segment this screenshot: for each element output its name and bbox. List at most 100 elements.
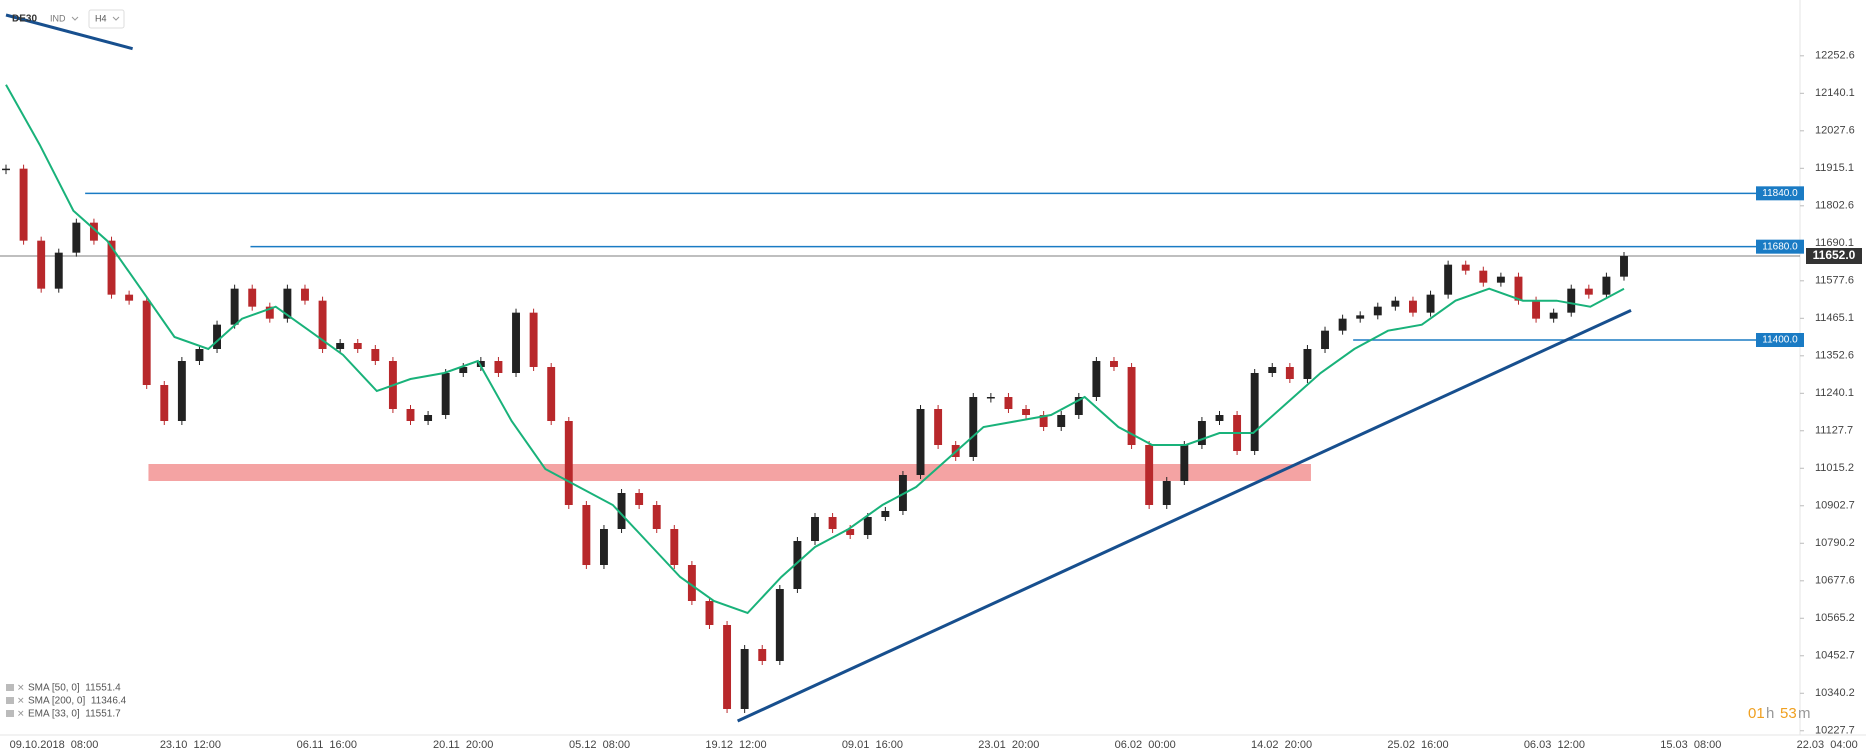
y-tick-label: 11352.6	[1815, 350, 1854, 362]
candle	[441, 373, 450, 415]
y-tick-label: 11240.1	[1815, 387, 1854, 399]
candle	[1426, 294, 1435, 313]
candle	[1127, 367, 1136, 445]
candle	[916, 409, 925, 475]
indicator-icon	[6, 684, 14, 691]
y-tick-label: 10902.7	[1815, 500, 1855, 512]
candle	[1567, 288, 1576, 313]
current-price-label: 11652.0	[1813, 248, 1856, 262]
y-tick-label: 11915.1	[1815, 162, 1854, 174]
candle	[846, 529, 855, 535]
indicator-legend: ✕ SMA [50, 0] 11551.4✕ SMA [200, 0] 11346.…	[6, 682, 127, 720]
candle	[582, 505, 591, 565]
candle	[828, 517, 837, 529]
candle	[1391, 300, 1400, 307]
candle	[1268, 367, 1277, 373]
indicator-remove: ✕	[17, 682, 25, 692]
dropdown-arrow	[112, 16, 120, 21]
candle	[740, 649, 749, 709]
candle	[969, 397, 978, 457]
candle	[705, 601, 714, 625]
support-zone	[148, 464, 1311, 481]
candle	[670, 529, 679, 565]
candle	[37, 240, 46, 289]
candle	[1373, 306, 1382, 316]
y-tick-label: 12140.1	[1815, 87, 1855, 99]
candle	[230, 288, 239, 325]
candle	[336, 343, 345, 349]
candle	[775, 589, 784, 661]
y-tick-label: 12027.6	[1815, 125, 1855, 137]
y-tick-label: 10452.7	[1815, 650, 1855, 662]
x-tick-label: 23.10 12:00	[160, 739, 221, 751]
candle	[1215, 415, 1224, 421]
candle	[283, 288, 292, 319]
x-tick-label: 19.12 12:00	[705, 739, 766, 751]
candle	[142, 300, 151, 385]
candle	[1285, 367, 1294, 379]
candle	[1532, 300, 1541, 319]
candle	[54, 252, 63, 289]
x-tick-label: 09.10.2018 08:00	[10, 739, 99, 751]
candle	[652, 505, 661, 529]
candle	[406, 409, 415, 421]
candle	[635, 493, 644, 505]
x-tick-label: 06.11 16:00	[297, 739, 357, 751]
interval[interactable]: H4	[95, 13, 107, 23]
level-label-box	[1756, 333, 1804, 347]
symbol: DE30	[12, 14, 37, 25]
candle	[1110, 361, 1118, 367]
candle	[1496, 276, 1505, 283]
candle	[72, 222, 81, 253]
candle	[459, 367, 468, 373]
candle	[529, 312, 538, 367]
candle	[1321, 330, 1329, 349]
candle	[934, 409, 943, 445]
candle	[476, 361, 485, 367]
x-tick-label: 22.03 04:00	[1797, 739, 1858, 751]
candle	[1514, 276, 1523, 301]
candle	[1356, 315, 1365, 319]
candle	[1145, 445, 1154, 505]
candle	[512, 312, 520, 373]
dropdown-arrow	[71, 16, 79, 21]
timer-minutes: 53	[1780, 705, 1797, 722]
indicator-label: EMA [33, 0] 11551.7	[28, 709, 121, 720]
candle	[811, 517, 819, 541]
interval-box[interactable]	[88, 9, 125, 29]
candle	[793, 541, 802, 589]
plot-area	[0, 13, 1800, 723]
candle	[177, 361, 186, 421]
timer-hours: 01	[1748, 705, 1765, 722]
candle	[1444, 264, 1453, 295]
candle	[564, 421, 573, 505]
candle	[1461, 264, 1470, 271]
candle	[1408, 300, 1417, 313]
level-label: 11840.0	[1762, 188, 1798, 199]
x-tick-label: 15.03 08:00	[1660, 739, 1721, 751]
candle	[1549, 312, 1558, 319]
x-tick-label: 06.02 00:00	[1115, 739, 1176, 751]
candle	[125, 294, 134, 301]
candle	[213, 324, 222, 349]
header: DE30 IND H4	[12, 9, 125, 29]
tag: IND	[50, 13, 66, 23]
candle	[1584, 288, 1593, 295]
candle	[1057, 415, 1066, 427]
candle	[881, 511, 890, 517]
candle	[1162, 481, 1171, 505]
timer-h: h	[1766, 705, 1774, 722]
level-label: 11680.0	[1762, 241, 1798, 252]
candle	[986, 397, 995, 399]
x-tick-label: 20.11 20:00	[433, 739, 493, 751]
moving-average	[5, 84, 1625, 615]
candle	[318, 300, 327, 349]
y-tick-label: 11127.7	[1815, 425, 1853, 437]
candle	[1180, 445, 1189, 481]
candle	[1004, 397, 1013, 409]
x-tick-label: 06.03 12:00	[1524, 739, 1585, 751]
x-tick-label: 14.02 20:00	[1251, 739, 1312, 751]
candle	[863, 517, 872, 535]
candle	[107, 240, 116, 295]
